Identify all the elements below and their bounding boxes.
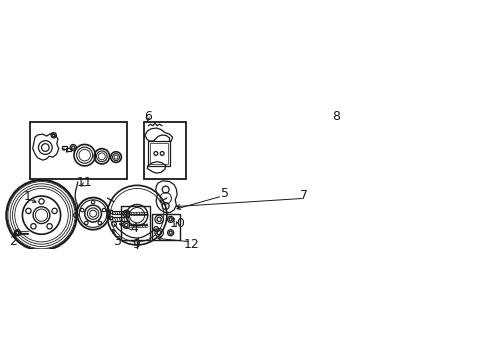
Text: 6: 6 [144, 110, 152, 123]
Bar [150, 143, 168, 164]
Text: 11: 11 [76, 176, 92, 189]
Bar [30, 122, 127, 179]
Bar [148, 141, 170, 166]
Bar [109, 210, 112, 213]
Bar [151, 213, 180, 240]
Text: 10: 10 [170, 217, 186, 230]
Bar [144, 122, 186, 179]
Text: 4: 4 [130, 222, 138, 235]
Bar [121, 206, 149, 240]
Text: 7: 7 [300, 189, 308, 202]
Text: 5: 5 [221, 187, 229, 200]
Bar [62, 146, 67, 149]
Bar [109, 216, 112, 219]
Text: 8: 8 [332, 110, 340, 123]
Text: 12: 12 [183, 238, 199, 251]
Text: 2: 2 [9, 235, 17, 248]
Text: 3: 3 [113, 235, 121, 248]
Text: 9: 9 [132, 238, 140, 251]
Text: 1: 1 [24, 190, 31, 203]
Bar [66, 148, 71, 151]
